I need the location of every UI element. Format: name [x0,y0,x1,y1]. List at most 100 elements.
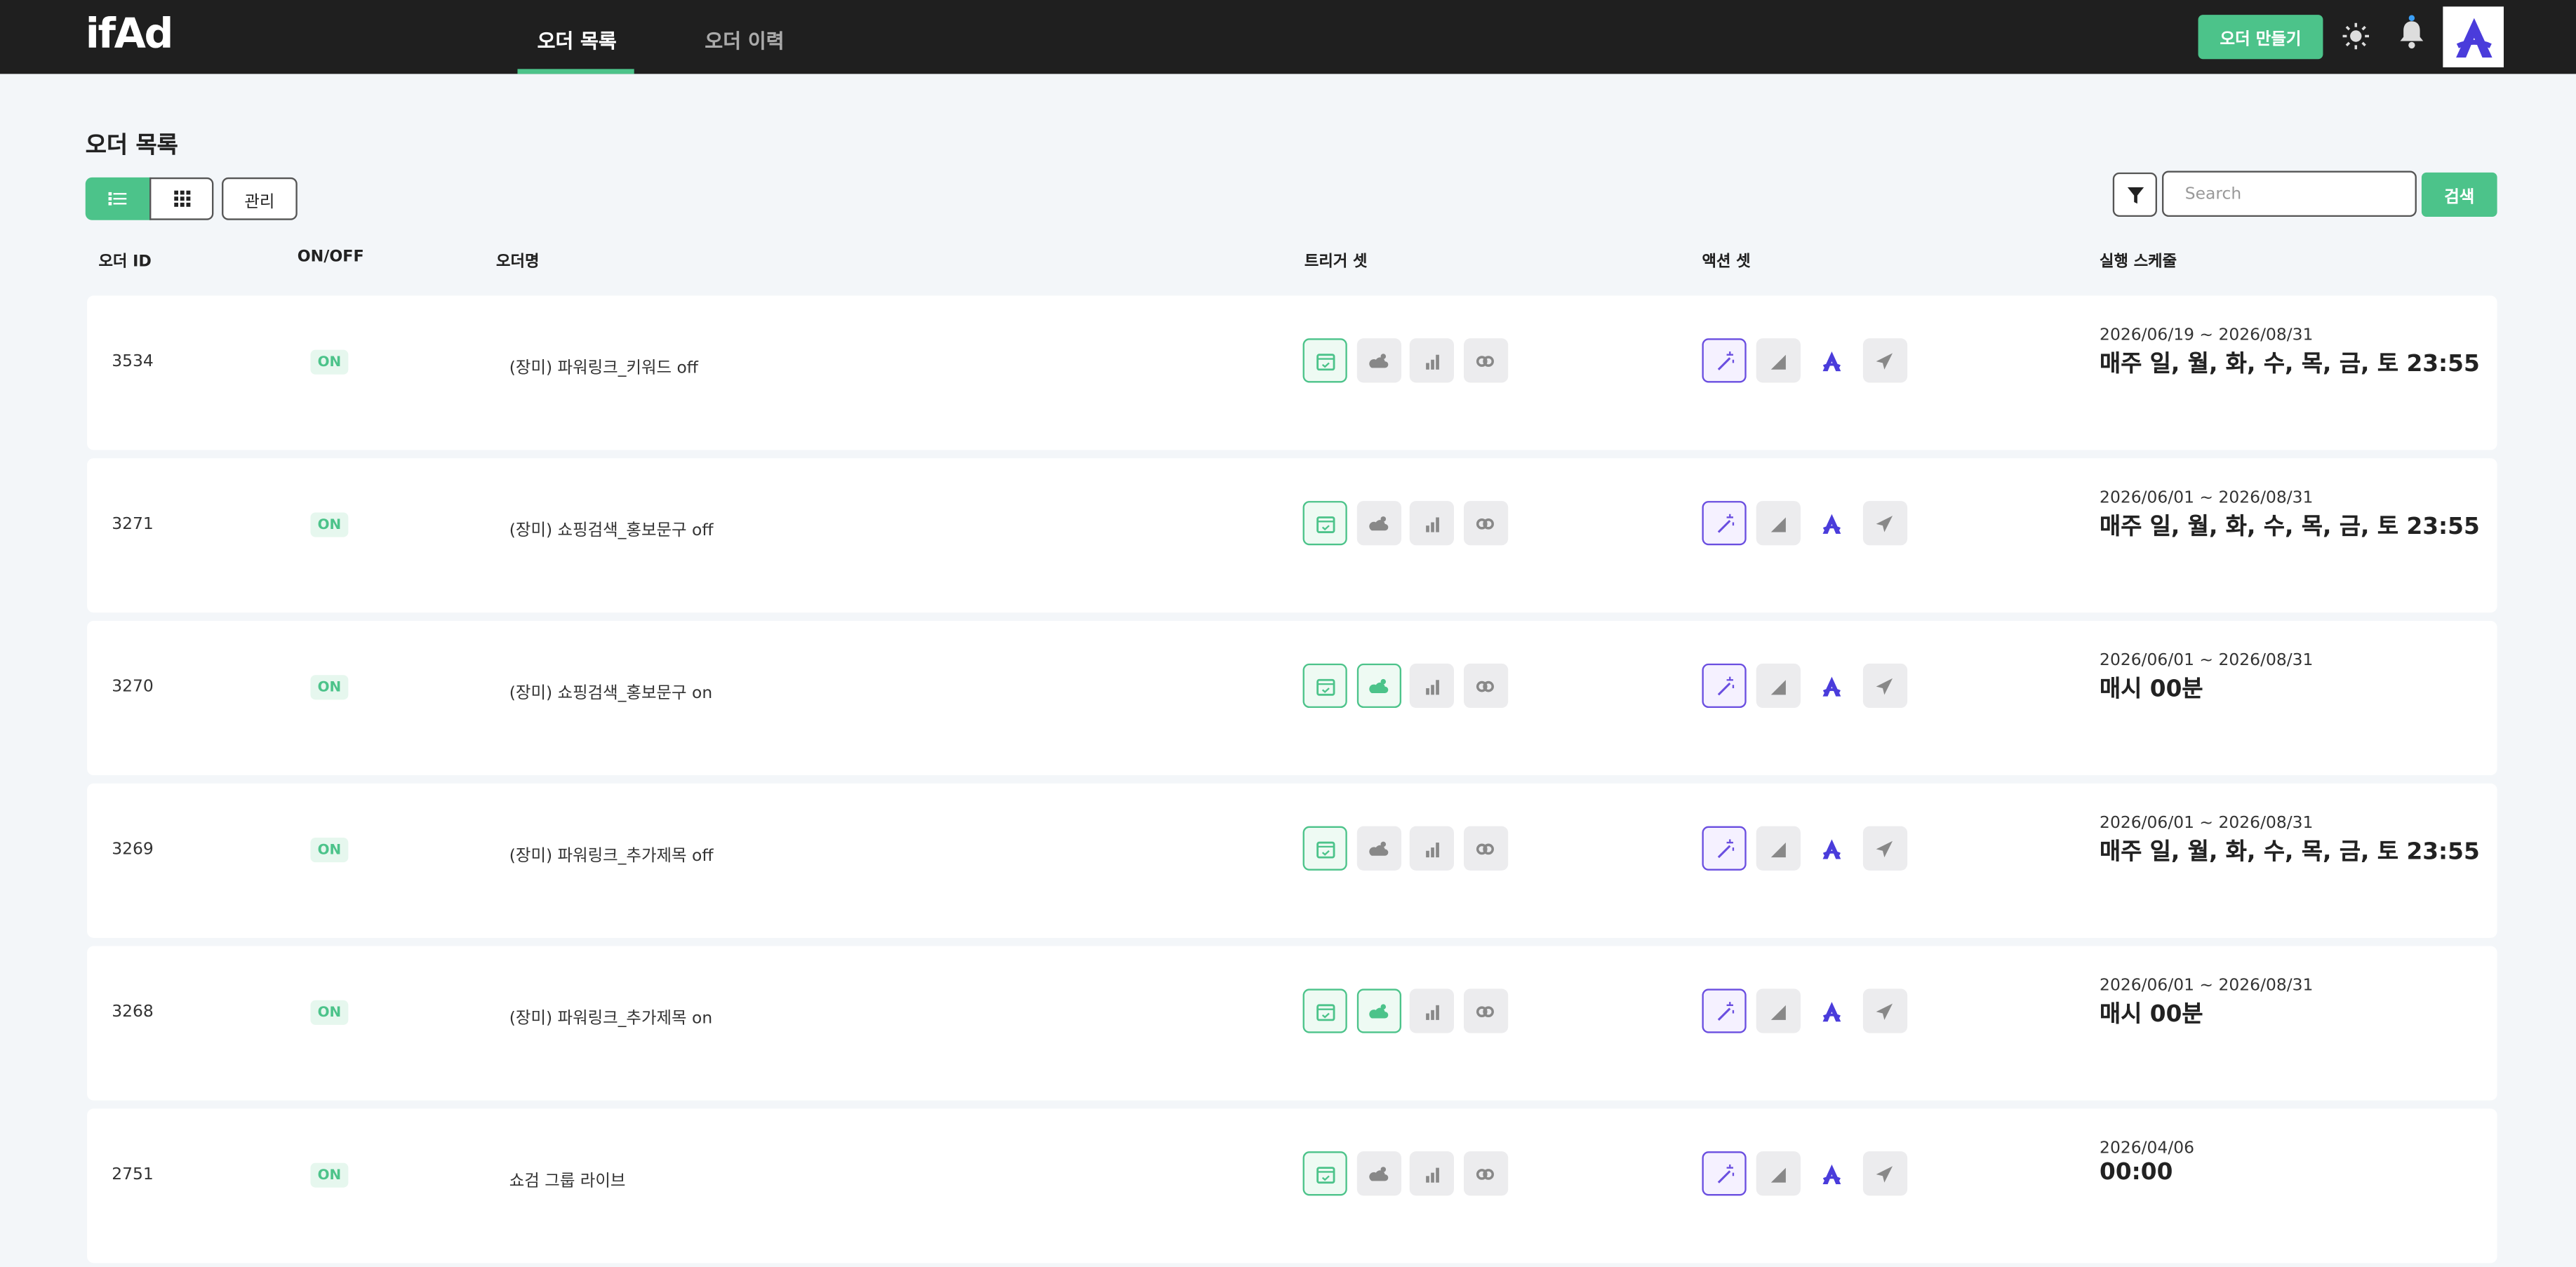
order-row[interactable]: 3270 ON (장미) 쇼핑검색_홍보문구 on 2026/06/01 ~ 2026… [87,620,2497,776]
grid-view-button[interactable] [149,177,214,220]
order-id: 3534 [112,353,154,372]
weather-icon [1369,353,1389,368]
schedule-icon [1316,1003,1335,1021]
status-badge[interactable]: ON [310,1000,349,1025]
action-icon[interactable] [1809,1151,1853,1195]
status-badge[interactable]: ON [310,675,349,700]
action-icon[interactable] [1755,826,1800,871]
action-icon[interactable] [1862,988,1907,1033]
trigger-icon[interactable] [1302,663,1347,709]
schedule-icon [1316,515,1335,532]
tab[interactable]: 오더 이력 [705,29,785,53]
trigger-icon[interactable] [1409,338,1454,383]
order-row[interactable]: 3534 ON (장미) 파워링크_키워드 off 2026/06/19 ~ 2026… [87,295,2497,450]
logo[interactable]: ifAd [85,10,174,58]
trigger-icon[interactable] [1302,338,1347,383]
link-icon [1476,1167,1494,1179]
trigger-icon[interactable] [1462,338,1508,383]
signal-icon [1770,516,1786,532]
trigger-icon[interactable] [1462,501,1508,546]
signal-icon [1770,1004,1786,1019]
link-icon [1476,517,1494,529]
schedule-icon [1316,840,1335,858]
order-row[interactable]: 3268 ON (장미) 파워링크_추가제목 on 2026/06/01 ~ 2026… [87,946,2497,1101]
trigger-icon[interactable] [1356,663,1401,709]
trigger-icon[interactable] [1409,988,1454,1033]
action-icon[interactable] [1862,501,1907,546]
trigger-icon[interactable] [1462,1151,1508,1196]
trigger-icon[interactable] [1356,338,1401,383]
action-icon[interactable] [1862,826,1907,871]
action-icon[interactable] [1809,988,1853,1033]
trigger-icon[interactable] [1409,663,1454,709]
action-icon[interactable] [1702,988,1747,1033]
action-icon[interactable] [1862,338,1907,383]
status-badge[interactable]: ON [310,1162,349,1188]
order-row[interactable]: 3271 ON (장미) 쇼핑검색_홍보문구 off 2026/06/01 ~ 202… [87,458,2497,613]
tab[interactable]: 오더 목록 [537,29,617,53]
trigger-icon[interactable] [1462,988,1508,1033]
action-icon[interactable] [1862,663,1907,709]
order-id: 3270 [112,678,154,697]
weather-icon [1369,678,1389,692]
send-icon [1876,352,1893,369]
order-id: 3271 [112,516,154,534]
list-view-button[interactable] [85,177,152,220]
trigger-icon[interactable] [1302,501,1347,546]
status-badge[interactable]: ON [310,512,349,537]
action-icon[interactable] [1755,663,1800,709]
order-row[interactable]: 2751 ON 쇼검 그룹 라이브 2026/04/06 00:00 [87,1108,2497,1263]
action-icon[interactable] [1862,1151,1907,1196]
create-button[interactable]: 오더 만들기 [2198,15,2323,60]
trigger-icon[interactable] [1462,663,1508,709]
action-icon[interactable] [1755,501,1800,546]
action-icon[interactable] [1702,826,1747,871]
schedule-period: 2026/06/01 ~ 2026/08/31 [2100,814,2314,833]
schedule-text: 매주 일, 월, 화, 수, 목, 금, 토 23:55 [2100,839,2480,866]
order-name: (장미) 쇼핑검색_홍보문구 off [509,522,714,541]
trigger-icon[interactable] [1302,826,1347,871]
send-icon [1876,1165,1893,1182]
order-row[interactable]: 3269 ON (장미) 파워링크_추가제목 off 2026/06/01 ~ 202… [87,783,2497,938]
action-icon[interactable] [1809,664,1853,708]
action-icon[interactable] [1809,826,1853,871]
action-icon[interactable] [1755,338,1800,383]
action-icon[interactable] [1702,1151,1747,1196]
metric-icon [1424,516,1439,532]
trigger-icon[interactable] [1356,501,1401,546]
manage-button[interactable]: 관리 [222,177,298,220]
send-icon [1876,1003,1893,1019]
magic-icon [1716,676,1733,695]
metric-icon [1424,354,1439,369]
signal-icon [1770,841,1786,857]
trigger-icon[interactable] [1356,826,1401,871]
trigger-icon[interactable] [1302,1151,1347,1196]
trigger-icon[interactable] [1356,988,1401,1033]
search-input[interactable]: Search [2162,170,2417,217]
trigger-icon[interactable] [1409,826,1454,871]
notifications[interactable] [2397,15,2427,51]
action-icon[interactable] [1702,338,1747,383]
filter-button[interactable] [2112,172,2157,217]
schedule-period: 2026/06/19 ~ 2026/08/31 [2100,326,2314,345]
action-icon[interactable] [1702,663,1747,709]
column-header: 오더 ID [98,253,152,272]
tab-underline [517,69,634,74]
theme-toggle[interactable] [2341,21,2370,51]
trigger-icon[interactable] [1409,501,1454,546]
action-icon[interactable] [1755,1151,1800,1196]
search-button[interactable]: 검색 [2421,172,2497,217]
trigger-icon[interactable] [1356,1151,1401,1196]
schedule-text: 매시 00분 [2100,1002,2203,1028]
action-icon[interactable] [1702,501,1747,546]
status-badge[interactable]: ON [310,838,349,863]
action-icon[interactable] [1809,338,1853,382]
trigger-icon[interactable] [1302,988,1347,1033]
trigger-icon[interactable] [1409,1151,1454,1196]
order-name: (장미) 파워링크_키워드 off [509,359,698,378]
status-badge[interactable]: ON [310,349,349,375]
trigger-icon[interactable] [1462,826,1508,871]
action-icon[interactable] [1755,988,1800,1033]
avatar[interactable] [2443,6,2504,67]
action-icon[interactable] [1809,501,1853,545]
